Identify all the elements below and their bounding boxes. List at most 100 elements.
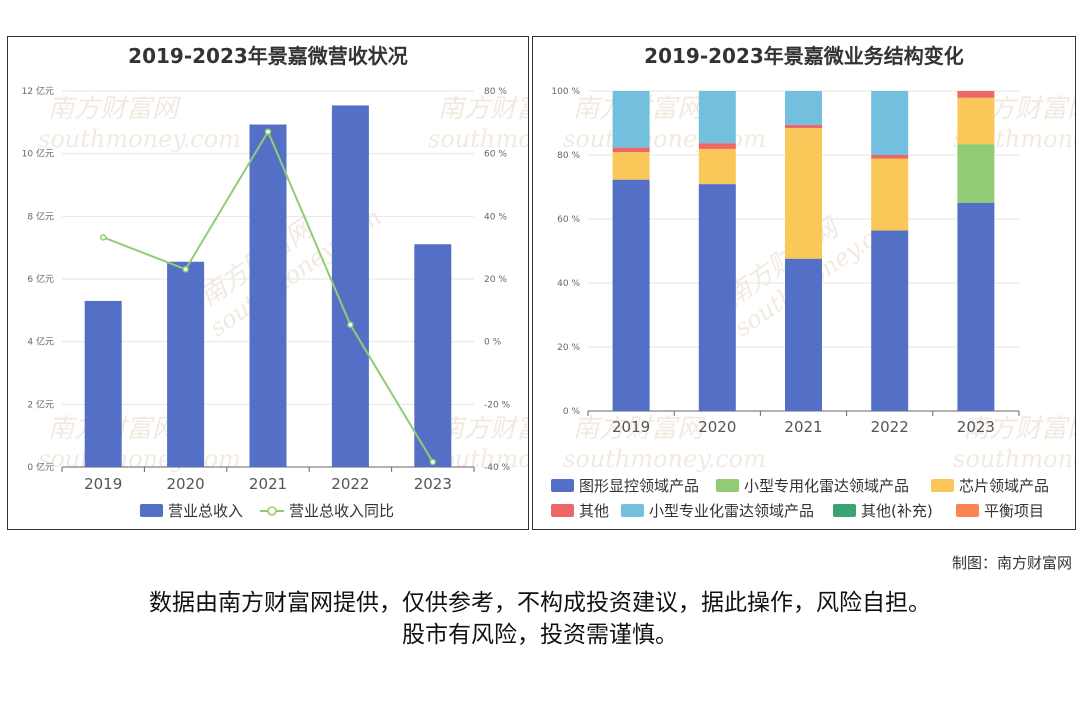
x-tick-label: 2022	[331, 475, 369, 493]
stack-segment	[871, 91, 909, 155]
disclaimer-line-2: 股市有风险，投资需谨慎。	[402, 622, 678, 648]
y-left-tick-label: 8 亿元	[27, 210, 54, 222]
stack-segment	[698, 184, 736, 411]
x-tick-label: 2021	[249, 475, 287, 493]
growth-point	[347, 321, 354, 328]
stack-segment	[785, 128, 822, 259]
legend-label: 平衡项目	[984, 502, 1044, 520]
legend-swatch	[716, 479, 739, 492]
watermark-en-text: southmoney.com	[953, 445, 1076, 473]
stack-segment	[785, 258, 822, 411]
stack-segment	[957, 202, 995, 411]
x-tick-label: 2019	[84, 475, 122, 493]
watermark-cn-text: 南方财富网	[48, 94, 181, 124]
legend-label-growth: 营业总收入同比	[289, 502, 394, 520]
y-right-tick-label: -40 %	[484, 463, 511, 473]
y-tick-label: 0 %	[563, 407, 581, 417]
structure-chart-svg: 南方财富网southmoney.com南方财富网southmoney.com南方…	[551, 87, 1076, 520]
revenue-chart-svg: 南方财富网southmoney.com南方财富网southmoney.com南方…	[22, 85, 529, 520]
legend-swatch	[551, 479, 574, 492]
legend-swatch	[551, 504, 574, 517]
legend-label: 芯片领域产品	[959, 477, 1049, 495]
legend-swatch	[931, 479, 954, 492]
y-right-tick-label: 20 %	[484, 275, 507, 285]
revenue-chart-title: 2019-2023年景嘉微营收状况	[128, 44, 408, 68]
revenue-bar	[331, 105, 369, 467]
watermark-cn-text: 南方财富网	[438, 94, 529, 124]
stack-segment	[785, 91, 822, 125]
revenue-bar	[167, 261, 205, 467]
watermark-cn-text: 南方财富网	[573, 414, 706, 444]
watermark-cn-text: 南方财富网	[438, 414, 529, 444]
y-tick-label: 20 %	[557, 343, 580, 353]
chart-credit: 制图：南方财富网	[951, 554, 1072, 572]
x-tick-label: 2019	[612, 418, 650, 436]
growth-point	[429, 458, 437, 466]
watermark-en-text: southmoney.com	[38, 125, 241, 153]
y-left-tick-label: 6 亿元	[27, 273, 54, 285]
stack-segment	[871, 155, 909, 159]
x-tick-label: 2021	[784, 418, 822, 436]
y-tick-label: 100 %	[551, 87, 580, 97]
y-right-tick-label: 80 %	[484, 87, 507, 97]
revenue-bar	[249, 124, 287, 467]
legend-label: 图形显控领域产品	[579, 477, 699, 495]
x-tick-label: 2020	[698, 418, 736, 436]
legend-swatch-growth-point	[267, 506, 277, 516]
watermark-en-text: southmoney.com	[563, 445, 766, 473]
revenue-chart-panel: 2019-2023年景嘉微营收状况 南方财富网 southmoney.com 南方财…	[7, 36, 529, 530]
stack-segment	[871, 230, 909, 411]
y-right-tick-label: -20 %	[484, 400, 511, 410]
growth-point	[99, 234, 107, 241]
stack-segment	[612, 147, 650, 153]
legend-label: 其他(补充)	[861, 502, 933, 520]
y-left-tick-label: 0 亿元	[27, 461, 54, 473]
y-left-tick-label: 12 亿元	[22, 85, 54, 97]
legend-swatch	[621, 504, 644, 517]
watermark-en-text: southmoney.com	[428, 125, 529, 153]
stack-segment	[612, 179, 650, 411]
growth-point	[264, 128, 272, 135]
y-right-tick-label: 40 %	[484, 212, 507, 222]
y-tick-label: 40 %	[557, 279, 580, 289]
legend-label: 小型专用化雷达领域产品	[744, 477, 909, 495]
stack-segment	[785, 124, 822, 129]
legend-swatch	[833, 504, 856, 517]
y-left-tick-label: 4 亿元	[27, 336, 54, 348]
stack-segment	[698, 143, 736, 149]
stack-segment	[871, 158, 909, 231]
stack-segment	[612, 152, 650, 180]
y-tick-label: 80 %	[557, 151, 580, 161]
y-right-tick-label: 0 %	[484, 338, 502, 348]
x-tick-label: 2022	[871, 418, 909, 436]
stack-segment	[957, 97, 995, 145]
legend-label: 其他	[579, 502, 609, 520]
watermark-cn-text: 南方财富网	[963, 414, 1076, 444]
revenue-bar	[84, 300, 122, 467]
y-right-tick-label: 60 %	[484, 150, 507, 160]
y-left-tick-label: 10 亿元	[22, 148, 54, 160]
watermark-en-text: southmoney.com	[38, 445, 241, 473]
legend-label: 小型专业化雷达领域产品	[649, 502, 814, 520]
structure-chart-title: 2019-2023年景嘉微业务结构变化	[644, 44, 964, 68]
growth-point	[182, 266, 189, 273]
y-tick-label: 60 %	[557, 215, 580, 225]
legend-label-revenue: 营业总收入	[168, 502, 243, 520]
stack-segment	[698, 148, 736, 185]
business-structure-chart-panel: 2019-2023年景嘉微业务结构变化 南方财富网southmoney.com南…	[532, 36, 1076, 530]
stack-segment	[698, 91, 736, 144]
stack-segment	[957, 144, 995, 203]
stack-segment	[612, 91, 650, 148]
x-tick-label: 2020	[167, 475, 205, 493]
y-left-tick-label: 2 亿元	[27, 398, 54, 410]
x-tick-label: 2023	[957, 418, 995, 436]
legend-swatch-revenue	[140, 504, 163, 517]
legend-swatch	[956, 504, 979, 517]
stack-segment	[957, 91, 995, 98]
revenue-bar	[414, 244, 452, 467]
disclaimer-line-1: 数据由南方财富网提供，仅供参考，不构成投资建议，据此操作，风险自担。	[149, 590, 931, 616]
